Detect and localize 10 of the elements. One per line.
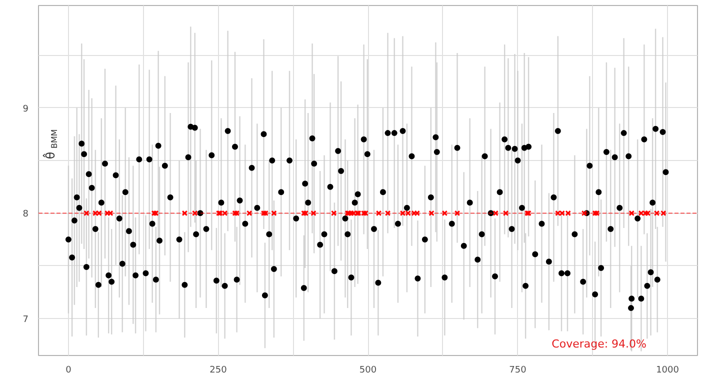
- x-tick-label: 500: [359, 366, 377, 376]
- y-axis-title: θ̂BMM: [42, 129, 59, 160]
- annotation: Coverage: 94.0%: [552, 338, 647, 350]
- x-tick-label: 0: [66, 366, 72, 376]
- x-tick-label: 250: [210, 366, 228, 376]
- y-tick-label: 8: [22, 210, 29, 220]
- x-tick-label: 750: [509, 366, 527, 376]
- x-tick-label: 1000: [656, 366, 680, 376]
- y-tick-label: 9: [22, 104, 29, 114]
- y-tick-label: 7: [22, 315, 29, 326]
